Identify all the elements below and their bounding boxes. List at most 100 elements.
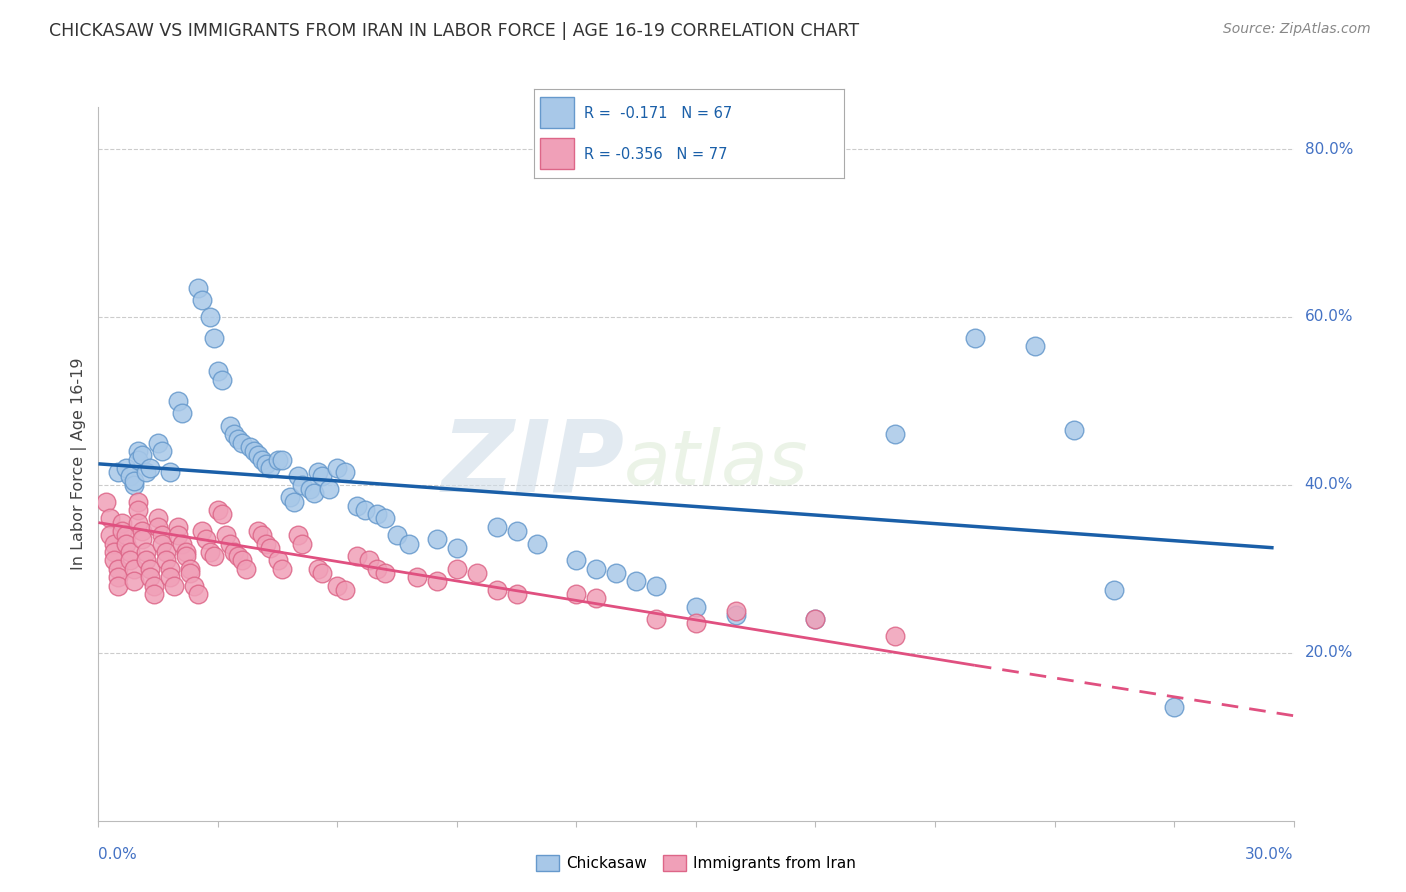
Point [120,545,142,559]
Point [155,545,177,559]
Point [724,604,747,618]
Point [963,331,986,345]
Point [406,570,429,584]
Point [131,449,153,463]
Point [290,478,312,492]
Point [1024,339,1046,353]
Point [219,419,242,434]
Point [426,533,449,547]
Point [120,469,142,483]
Point [207,364,229,378]
Point [202,331,225,345]
Point [231,435,253,450]
Point [211,507,233,521]
Y-axis label: In Labor Force | Age 16-19: In Labor Force | Age 16-19 [72,358,87,570]
Point [374,566,396,580]
Point [804,612,827,626]
Point [131,533,153,547]
Point [163,578,186,592]
Point [366,507,388,521]
Point [724,607,747,622]
Point [254,536,277,550]
Point [127,503,149,517]
Point [385,528,409,542]
Point [250,452,273,467]
Point [1163,700,1185,714]
Point [645,578,668,592]
Point [298,482,321,496]
Point [335,465,357,479]
Point [198,545,221,559]
Point [194,533,218,547]
Point [287,469,309,483]
Point [231,553,253,567]
Text: 30.0%: 30.0% [1246,847,1294,863]
Point [254,457,277,471]
Point [311,566,333,580]
Point [139,570,162,584]
Point [565,553,588,567]
Point [167,528,190,542]
Point [239,440,262,454]
Point [172,536,194,550]
Point [127,452,149,467]
Point [1102,582,1125,597]
Text: 20.0%: 20.0% [1305,645,1353,660]
Point [159,465,181,479]
Point [172,407,194,421]
Text: atlas: atlas [624,427,808,500]
Point [135,465,157,479]
Point [359,553,381,567]
Point [107,465,129,479]
Text: 60.0%: 60.0% [1305,310,1353,325]
Point [270,562,292,576]
Point [124,574,146,589]
Point [120,553,142,567]
Point [187,280,209,294]
Point [267,553,290,567]
Point [259,461,281,475]
Point [326,578,349,592]
Text: Source: ZipAtlas.com: Source: ZipAtlas.com [1223,22,1371,37]
Point [179,562,201,576]
Point [115,461,138,475]
Point [150,536,173,550]
Point [211,373,233,387]
Point [307,562,329,576]
Point [685,599,707,614]
Point [335,582,357,597]
Point [278,491,301,505]
Bar [540,138,575,169]
Point [506,587,529,601]
Point [159,570,181,584]
Point [202,549,225,564]
Point [174,545,197,559]
Text: ZIP: ZIP [441,416,624,512]
Point [326,461,349,475]
Point [143,587,166,601]
Point [150,444,173,458]
Point [222,545,245,559]
Point [124,474,146,488]
Point [585,591,607,606]
Point [526,536,548,550]
Point [167,393,190,408]
Point [243,444,266,458]
Point [115,528,138,542]
Point [143,578,166,592]
Point [804,612,827,626]
Point [159,562,181,576]
Point [148,435,170,450]
Point [103,545,125,559]
Point [250,528,273,542]
Point [124,478,146,492]
Point [374,511,396,525]
Point [506,524,529,538]
Text: R = -0.356   N = 77: R = -0.356 N = 77 [583,147,727,161]
Point [346,499,368,513]
Point [624,574,647,589]
Point [645,612,668,626]
Point [191,293,214,307]
Point [246,449,269,463]
Point [191,524,214,538]
